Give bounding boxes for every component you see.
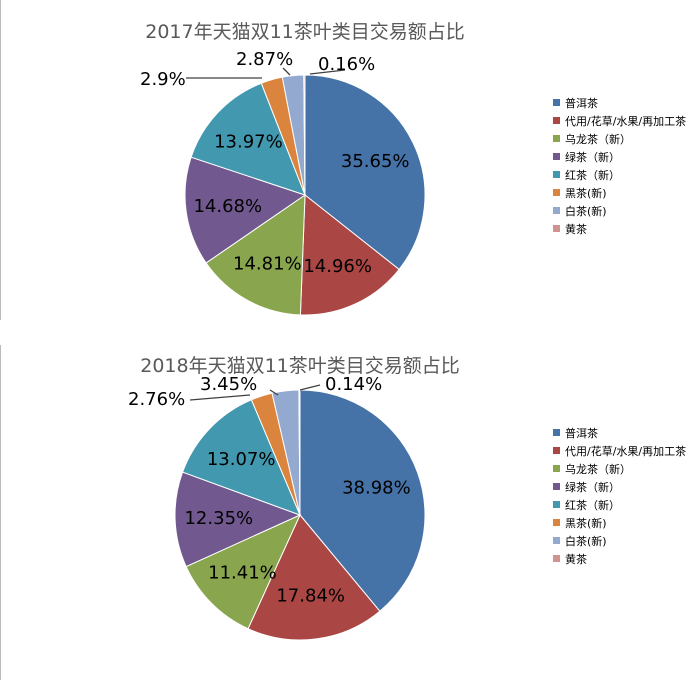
chart-title: 2017年天猫双11茶叶类目交易额占比: [145, 21, 465, 43]
data-label: 35.65%: [341, 151, 410, 172]
legend-item: 红茶（新）: [565, 498, 620, 512]
pie-slice: [299, 389, 426, 612]
legend-item: 绿茶（新）: [565, 480, 620, 494]
legend-item: 黑茶(新): [565, 186, 607, 200]
data-label: 14.68%: [193, 196, 262, 217]
pie-slice: [184, 156, 307, 264]
legend-swatch: [553, 501, 560, 508]
legend-item: 代用/花草/水果/再加工茶: [565, 115, 686, 128]
legend-item: 绿茶（新）: [565, 150, 620, 164]
data-label: 38.98%: [342, 477, 411, 498]
data-label: 2.87%: [236, 49, 293, 70]
chart-title: 2018年天猫双11茶叶类目交易额占比: [140, 355, 460, 377]
legend-swatch: [553, 429, 560, 436]
leader-line: [269, 389, 279, 396]
leader-line: [189, 394, 251, 401]
legend-swatch: [553, 171, 560, 178]
data-label: 13.07%: [207, 449, 276, 470]
pie-slice: [304, 74, 426, 271]
pie-slice: [299, 193, 400, 316]
legend-swatch: [553, 465, 560, 472]
legend-item: 乌龙茶（新）: [565, 462, 631, 476]
legend-swatch: [553, 483, 560, 490]
legend-item: 普洱茶: [565, 96, 598, 110]
legend-item: 普洱茶: [565, 426, 598, 440]
pie-slice: [185, 513, 302, 630]
pie-slice: [181, 399, 301, 516]
pie-chart-2: 2018年天猫双11茶叶类目交易额占比 38.98% 17.84% 11.41% 12.…: [0, 345, 686, 680]
pie-chart-1: 2017年天猫双11茶叶类目交易额占比 35.65% 14.96%14.81% 14.…: [0, 0, 686, 320]
pie-slice: [174, 471, 302, 568]
legend-swatch: [553, 207, 560, 214]
leader-line: [282, 67, 291, 76]
legend-item: 黑茶(新): [565, 516, 607, 530]
legend-swatch: [553, 447, 560, 454]
legend-swatch: [553, 225, 560, 232]
legend-item: 黄茶: [565, 552, 587, 566]
data-label: 2.76%: [128, 389, 185, 410]
legend-item: 黄茶: [565, 222, 587, 236]
data-label: 13.97%: [214, 131, 283, 152]
data-label: 12.35%: [184, 508, 253, 529]
data-label: 0.16%: [318, 54, 375, 75]
legend-swatch: [553, 135, 560, 142]
legend-item: 乌龙茶（新）: [565, 132, 631, 146]
pie-slice: [205, 194, 306, 316]
data-label: 11.41%: [208, 562, 277, 583]
legend-swatch: [553, 519, 560, 526]
data-label: 2.9%: [140, 69, 186, 90]
data-label: 14.81%: [233, 253, 302, 274]
pie-slice: [298, 389, 301, 516]
legend-item: 红茶（新）: [565, 168, 620, 182]
legend-swatch: [553, 117, 560, 124]
pie-slice: [190, 82, 306, 196]
legend-item: 白茶(新): [565, 534, 607, 548]
legend-swatch: [553, 537, 560, 544]
legend-swatch: [553, 153, 560, 160]
pie-slice: [247, 514, 381, 641]
pie-slice: [303, 74, 306, 196]
data-label: 14.96%: [303, 256, 372, 277]
legend-swatch: [553, 189, 560, 196]
legend-item: 白茶(新): [565, 204, 607, 218]
leader-line: [299, 384, 321, 391]
leader-line: [309, 69, 346, 75]
data-label: 17.84%: [276, 586, 345, 607]
data-label: 0.14%: [325, 374, 382, 395]
legend-swatch: [553, 99, 560, 106]
data-label: 3.45%: [200, 374, 257, 395]
legend-swatch: [553, 555, 560, 562]
legend-item: 代用/花草/水果/再加工茶: [565, 445, 686, 458]
